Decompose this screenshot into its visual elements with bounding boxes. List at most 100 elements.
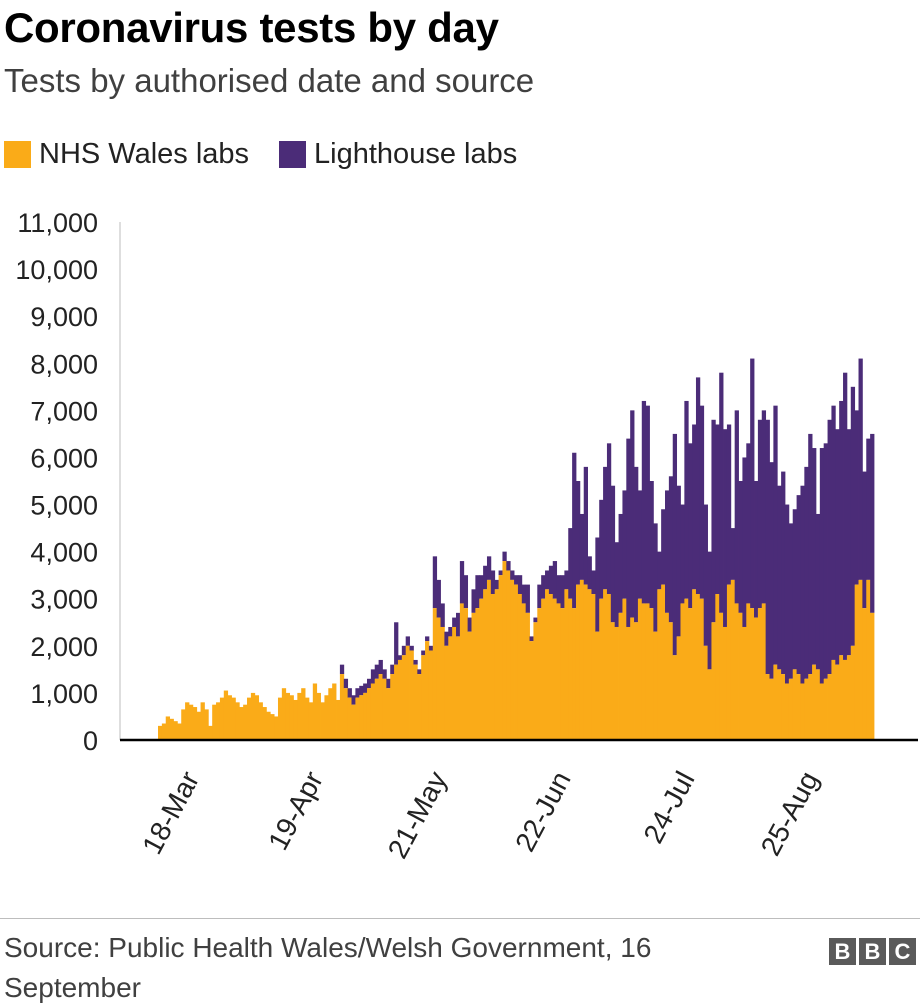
bar-lighthouse xyxy=(428,645,434,651)
bar-lighthouse xyxy=(630,410,635,618)
bar-nhs xyxy=(560,608,565,740)
bar-lighthouse xyxy=(804,466,809,679)
bar-nhs xyxy=(862,608,867,740)
bar-nhs xyxy=(707,669,712,740)
bar-nhs xyxy=(312,683,318,740)
bar-nhs xyxy=(529,641,534,740)
bar-lighthouse xyxy=(506,561,511,571)
bar-nhs xyxy=(479,598,484,740)
bar-lighthouse xyxy=(436,579,441,618)
legend-item-lighthouse: Lighthouse labs xyxy=(279,138,517,171)
bar-lighthouse xyxy=(382,669,387,679)
bar-nhs xyxy=(533,622,538,740)
bar-lighthouse xyxy=(773,405,778,665)
bar-nhs xyxy=(777,669,782,740)
bar-lighthouse xyxy=(734,410,739,604)
y-tick-label: 7,000 xyxy=(30,396,98,426)
bar-nhs xyxy=(537,608,542,740)
bar-nhs xyxy=(595,631,600,740)
bar-lighthouse xyxy=(343,678,349,689)
bar-lighthouse xyxy=(668,476,674,623)
bar-lighthouse xyxy=(777,485,782,670)
bar-lighthouse xyxy=(521,584,527,604)
bar-lighthouse xyxy=(823,443,828,679)
bar-nhs xyxy=(645,603,650,740)
y-tick-label: 11,000 xyxy=(17,208,98,238)
bar-nhs xyxy=(173,721,178,740)
bar-lighthouse xyxy=(827,419,832,675)
bar-lighthouse xyxy=(723,429,728,627)
bar-nhs xyxy=(231,697,236,740)
bar-lighthouse xyxy=(409,645,414,651)
bar-lighthouse xyxy=(850,386,856,646)
bar-lighthouse xyxy=(432,556,438,609)
bar-nhs xyxy=(819,683,825,740)
bar-nhs xyxy=(757,608,763,740)
bar-nhs xyxy=(599,598,604,740)
bar-nhs xyxy=(169,718,174,740)
bar-nhs xyxy=(742,626,747,740)
bar-nhs xyxy=(432,608,438,740)
bar-nhs xyxy=(672,655,678,740)
bar-lighthouse xyxy=(564,570,569,590)
bar-nhs xyxy=(401,655,407,740)
bar-lighthouse xyxy=(800,485,805,684)
bar-lighthouse xyxy=(665,490,670,613)
bar-nhs xyxy=(274,716,279,740)
bar-lighthouse xyxy=(746,443,751,604)
bar-lighthouse xyxy=(575,481,581,585)
bar-nhs xyxy=(827,674,832,740)
bar-lighthouse xyxy=(498,570,503,576)
bar-nhs xyxy=(548,594,554,740)
bar-nhs xyxy=(738,612,743,740)
bar-nhs xyxy=(784,683,790,740)
bar-lighthouse xyxy=(599,499,604,599)
bar-nhs xyxy=(204,709,209,740)
bar-lighthouse xyxy=(587,556,592,590)
bar-nhs xyxy=(858,579,863,740)
bar-lighthouse xyxy=(796,495,801,675)
bar-nhs xyxy=(289,695,294,740)
bar-nhs xyxy=(219,697,225,740)
bar-lighthouse xyxy=(413,659,418,665)
bar-lighthouse xyxy=(761,410,767,604)
bar-lighthouse xyxy=(699,405,705,599)
bar-nhs xyxy=(428,650,434,740)
bar-lighthouse xyxy=(846,429,852,656)
bar-nhs xyxy=(665,612,670,740)
bar-lighthouse xyxy=(676,485,681,637)
x-tick-label: 21-May xyxy=(382,766,453,863)
bar-lighthouse xyxy=(479,575,484,599)
bar-nhs xyxy=(583,584,588,740)
bar-nhs xyxy=(343,688,349,740)
bar-nhs xyxy=(494,589,499,740)
bar-lighthouse xyxy=(831,405,836,660)
bar-nhs xyxy=(277,697,283,740)
bar-lighthouse xyxy=(386,678,391,689)
bar-nhs xyxy=(835,664,840,740)
bar-lighthouse xyxy=(707,551,712,670)
bar-nhs xyxy=(440,626,445,740)
bar-nhs xyxy=(525,612,530,740)
bar-nhs xyxy=(378,674,383,740)
bar-nhs xyxy=(692,589,697,740)
bar-lighthouse xyxy=(533,617,538,623)
bar-nhs xyxy=(196,711,201,740)
bar-nhs xyxy=(328,688,333,740)
bar-nhs xyxy=(266,711,271,740)
legend-label-lighthouse: Lighthouse labs xyxy=(314,138,518,170)
bar-lighthouse xyxy=(444,631,449,646)
bar-lighthouse xyxy=(541,575,546,599)
bar-nhs xyxy=(223,690,229,740)
y-axis: 0 1,000 2,000 3,000 4,000 5,000 6,000 7,000 8,00… xyxy=(15,208,121,756)
chart-subtitle: Tests by authorised date and source xyxy=(4,62,535,99)
bar-lighthouse xyxy=(781,471,786,675)
bar-nhs xyxy=(587,589,592,740)
y-tick-label: 9,000 xyxy=(30,302,98,332)
bar-nhs xyxy=(622,598,627,740)
bar-lighthouse xyxy=(645,405,650,604)
bar-nhs xyxy=(235,702,240,740)
bar-nhs xyxy=(746,603,751,740)
bar-lighthouse xyxy=(719,372,724,613)
bar-lighthouse xyxy=(769,462,774,679)
